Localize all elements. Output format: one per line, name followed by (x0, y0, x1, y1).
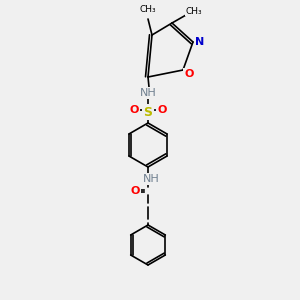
Text: N: N (195, 37, 205, 47)
Text: O: O (157, 105, 167, 115)
Text: NH: NH (142, 174, 159, 184)
Text: CH₃: CH₃ (140, 4, 156, 14)
Text: O: O (184, 69, 194, 79)
Text: O: O (129, 105, 139, 115)
Text: NH: NH (140, 88, 156, 98)
Text: CH₃: CH₃ (186, 7, 202, 16)
Text: O: O (130, 186, 140, 196)
Text: S: S (143, 106, 152, 118)
